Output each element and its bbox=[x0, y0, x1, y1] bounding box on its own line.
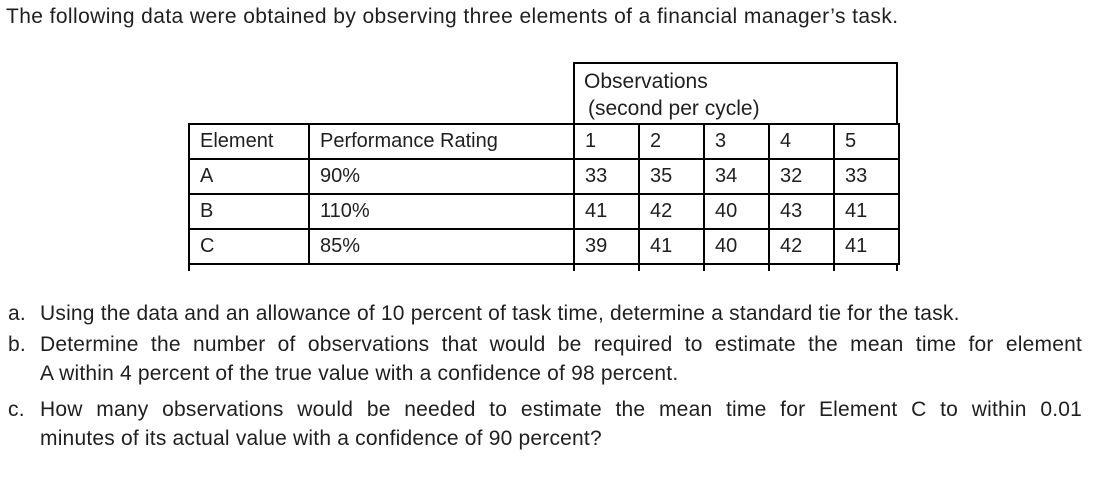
table-border-stub bbox=[638, 264, 640, 271]
question-b-text: Determine the number of observations tha… bbox=[40, 330, 1082, 388]
problem-statement: The following data were obtained by obse… bbox=[6, 5, 899, 28]
table-border-stub bbox=[188, 264, 190, 271]
cell-element: B bbox=[188, 193, 310, 230]
table-row-element-b: B 110% 41 42 40 43 41 bbox=[188, 193, 900, 230]
question-a: a. Using the data and an allowance of 10… bbox=[8, 299, 1082, 328]
question-c-label: c. bbox=[8, 398, 25, 421]
cell-obs: 33 bbox=[833, 158, 900, 195]
observations-table: Element Performance Rating 1 2 3 4 5 A 9… bbox=[188, 123, 900, 265]
question-list: a. Using the data and an allowance of 10… bbox=[8, 299, 1082, 453]
cell-obs: 41 bbox=[833, 193, 900, 230]
observations-header-line1: Observations bbox=[584, 70, 708, 93]
table-border-stub bbox=[833, 264, 835, 271]
cell-obs: 41 bbox=[833, 228, 900, 265]
cell-obs: 40 bbox=[703, 193, 770, 230]
cell-obs: 35 bbox=[638, 158, 705, 195]
question-c: c. How many observations would be needed… bbox=[8, 395, 1082, 453]
table-border-stub bbox=[768, 264, 770, 271]
cell-element: A bbox=[188, 158, 310, 195]
cell-rating: 85% bbox=[308, 228, 575, 265]
observations-merged-header: Observations (second per cycle) bbox=[573, 62, 898, 123]
question-c-text: How many observations would be needed to… bbox=[40, 395, 1082, 453]
table-border-stub bbox=[573, 264, 575, 271]
question-b-label: b. bbox=[8, 333, 26, 356]
table-header-row: Element Performance Rating 1 2 3 4 5 bbox=[188, 123, 900, 160]
question-b-line-1: Determine the number of observations tha… bbox=[40, 333, 1082, 356]
col-header-obs-2: 2 bbox=[638, 123, 705, 160]
cell-obs: 41 bbox=[638, 228, 705, 265]
question-b: b. Determine the number of observations … bbox=[8, 330, 1082, 388]
col-header-performance-rating: Performance Rating bbox=[308, 123, 575, 160]
table-row-element-c: C 85% 39 41 40 42 41 bbox=[188, 228, 900, 265]
question-a-label: a. bbox=[8, 302, 26, 325]
table-row-element-a: A 90% 33 35 34 32 33 bbox=[188, 158, 900, 195]
col-header-obs-3: 3 bbox=[703, 123, 770, 160]
observations-header-line2: (second per cycle) bbox=[588, 97, 760, 120]
col-header-obs-1: 1 bbox=[573, 123, 640, 160]
cell-obs: 40 bbox=[703, 228, 770, 265]
cell-rating: 90% bbox=[308, 158, 575, 195]
question-a-text: Using the data and an allowance of 10 pe… bbox=[40, 299, 1082, 328]
cell-element: C bbox=[188, 228, 310, 265]
cell-obs: 42 bbox=[768, 228, 835, 265]
question-b-line-2: A within 4 percent of the true value wit… bbox=[40, 362, 679, 385]
question-c-line-1: How many observations would be needed to… bbox=[40, 398, 1082, 421]
table-border-stub bbox=[896, 264, 898, 271]
cell-obs: 34 bbox=[703, 158, 770, 195]
col-header-obs-5: 5 bbox=[833, 123, 900, 160]
cell-rating: 110% bbox=[308, 193, 575, 230]
col-header-element: Element bbox=[188, 123, 310, 160]
cell-obs: 33 bbox=[573, 158, 640, 195]
cell-obs: 32 bbox=[768, 158, 835, 195]
cell-obs: 43 bbox=[768, 193, 835, 230]
cell-obs: 39 bbox=[573, 228, 640, 265]
table-border-stub bbox=[703, 264, 705, 271]
col-header-obs-4: 4 bbox=[768, 123, 835, 160]
cell-obs: 42 bbox=[638, 193, 705, 230]
question-a-line-1: Using the data and an allowance of 10 pe… bbox=[40, 302, 960, 325]
question-c-line-2: minutes of its actual value with a confi… bbox=[40, 427, 602, 450]
cell-obs: 41 bbox=[573, 193, 640, 230]
